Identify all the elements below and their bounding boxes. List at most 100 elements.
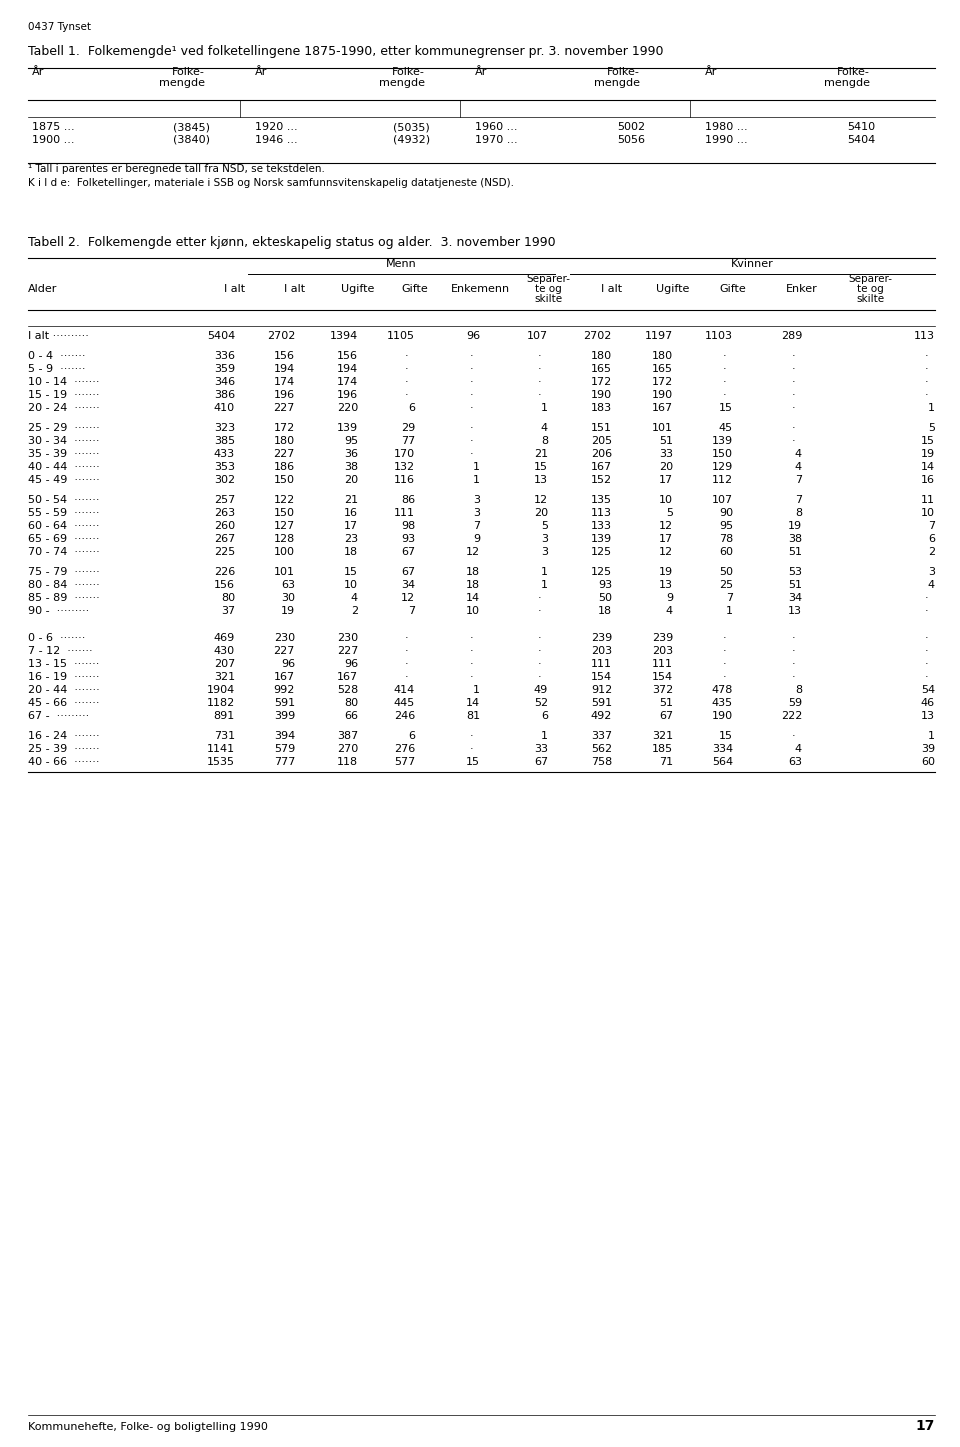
- Text: 10: 10: [466, 606, 480, 616]
- Text: 579: 579: [274, 744, 295, 754]
- Text: ·: ·: [539, 391, 541, 399]
- Text: 21: 21: [344, 495, 358, 505]
- Text: 206: 206: [590, 449, 612, 459]
- Text: 20: 20: [344, 475, 358, 485]
- Text: 40 - 44  ·······: 40 - 44 ·······: [28, 462, 100, 472]
- Text: 3: 3: [473, 495, 480, 505]
- Text: ·: ·: [925, 658, 929, 669]
- Text: 172: 172: [652, 378, 673, 386]
- Text: 435: 435: [712, 697, 733, 708]
- Text: 8: 8: [795, 508, 802, 518]
- Text: 17: 17: [344, 521, 358, 531]
- Text: 125: 125: [590, 567, 612, 577]
- Text: 10: 10: [344, 580, 358, 590]
- Text: 4: 4: [540, 423, 548, 433]
- Text: 196: 196: [337, 391, 358, 399]
- Text: 194: 194: [274, 365, 295, 373]
- Text: 49: 49: [534, 684, 548, 695]
- Text: 190: 190: [712, 710, 733, 721]
- Text: 194: 194: [337, 365, 358, 373]
- Text: 7: 7: [726, 593, 733, 603]
- Text: 15: 15: [921, 436, 935, 446]
- Text: 8: 8: [795, 684, 802, 695]
- Text: ·: ·: [470, 449, 474, 459]
- Text: 128: 128: [274, 534, 295, 544]
- Text: 5: 5: [666, 508, 673, 518]
- Text: 1875 ...: 1875 ...: [32, 122, 75, 132]
- Text: 29: 29: [400, 423, 415, 433]
- Text: Ugifte: Ugifte: [342, 284, 374, 294]
- Text: 183: 183: [590, 404, 612, 412]
- Text: 263: 263: [214, 508, 235, 518]
- Text: 4: 4: [350, 593, 358, 603]
- Text: ·: ·: [470, 731, 474, 741]
- Text: 180: 180: [652, 352, 673, 360]
- Text: 12: 12: [534, 495, 548, 505]
- Text: 55 - 59  ·······: 55 - 59 ·······: [28, 508, 100, 518]
- Text: ¹ Tall i parentes er beregnede tall fra NSD, se tekstdelen.: ¹ Tall i parentes er beregnede tall fra …: [28, 164, 324, 174]
- Text: Folke-: Folke-: [837, 67, 870, 77]
- Text: 172: 172: [590, 378, 612, 386]
- Text: ·: ·: [792, 404, 796, 412]
- Text: 4: 4: [795, 744, 802, 754]
- Text: 122: 122: [274, 495, 295, 505]
- Text: 80: 80: [344, 697, 358, 708]
- Text: ·: ·: [539, 593, 541, 603]
- Text: 156: 156: [214, 580, 235, 590]
- Text: 174: 174: [274, 378, 295, 386]
- Text: 51: 51: [659, 697, 673, 708]
- Text: 1920 ...: 1920 ...: [255, 122, 298, 132]
- Text: 185: 185: [652, 744, 673, 754]
- Text: 113: 113: [591, 508, 612, 518]
- Text: 5: 5: [928, 423, 935, 433]
- Text: 15: 15: [344, 567, 358, 577]
- Text: 0 - 4  ·······: 0 - 4 ·······: [28, 352, 85, 360]
- Text: 323: 323: [214, 423, 235, 433]
- Text: 101: 101: [274, 567, 295, 577]
- Text: 334: 334: [712, 744, 733, 754]
- Text: ·: ·: [925, 365, 929, 373]
- Text: 289: 289: [780, 331, 802, 341]
- Text: 591: 591: [590, 697, 612, 708]
- Text: I alt: I alt: [284, 284, 305, 294]
- Text: 359: 359: [214, 365, 235, 373]
- Text: 528: 528: [337, 684, 358, 695]
- Text: 1: 1: [473, 684, 480, 695]
- Text: 93: 93: [598, 580, 612, 590]
- Text: 13 - 15  ·······: 13 - 15 ·······: [28, 658, 100, 669]
- Text: 101: 101: [652, 423, 673, 433]
- Text: ·: ·: [925, 606, 929, 616]
- Text: skilte: skilte: [856, 294, 884, 304]
- Text: 100: 100: [274, 547, 295, 557]
- Text: ·: ·: [470, 391, 474, 399]
- Text: 107: 107: [712, 495, 733, 505]
- Text: ·: ·: [925, 645, 929, 655]
- Text: ·: ·: [470, 352, 474, 360]
- Text: 17: 17: [659, 475, 673, 485]
- Text: 34: 34: [401, 580, 415, 590]
- Text: 67 -  ·········: 67 - ·········: [28, 710, 89, 721]
- Text: 270: 270: [337, 744, 358, 754]
- Text: 227: 227: [337, 645, 358, 655]
- Text: ·: ·: [925, 352, 929, 360]
- Text: 180: 180: [590, 352, 612, 360]
- Text: 3: 3: [541, 534, 548, 544]
- Text: ·: ·: [792, 352, 796, 360]
- Text: 16 - 19  ·······: 16 - 19 ·······: [28, 671, 100, 682]
- Text: Enkemenn: Enkemenn: [450, 284, 510, 294]
- Text: 38: 38: [344, 462, 358, 472]
- Text: K i l d e:  Folketellinger, materiale i SSB og Norsk samfunnsvitenskapelig datat: K i l d e: Folketellinger, materiale i S…: [28, 178, 514, 188]
- Text: 127: 127: [274, 521, 295, 531]
- Text: ·: ·: [539, 352, 541, 360]
- Text: 414: 414: [394, 684, 415, 695]
- Text: ·: ·: [792, 378, 796, 386]
- Text: 80 - 84  ·······: 80 - 84 ·······: [28, 580, 100, 590]
- Text: 346: 346: [214, 378, 235, 386]
- Text: 150: 150: [274, 508, 295, 518]
- Text: 151: 151: [591, 423, 612, 433]
- Text: ·: ·: [792, 632, 796, 642]
- Text: ·: ·: [539, 606, 541, 616]
- Text: 14: 14: [921, 462, 935, 472]
- Text: 17: 17: [659, 534, 673, 544]
- Text: 15 - 19  ·······: 15 - 19 ·······: [28, 391, 100, 399]
